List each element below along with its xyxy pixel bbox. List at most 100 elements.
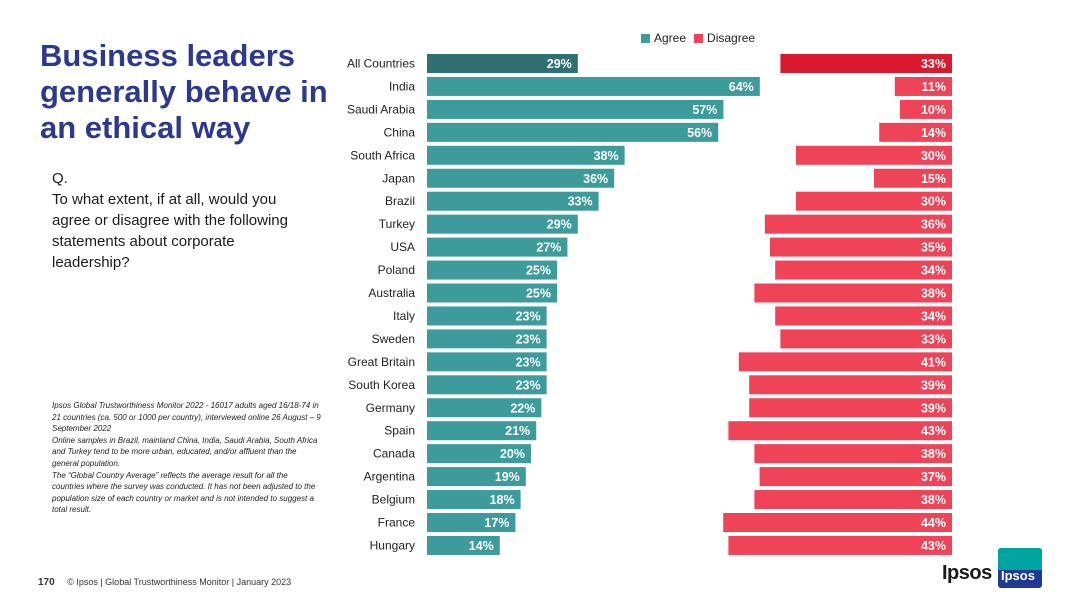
disagree-bar-china [879, 122, 952, 142]
category-label-australia: Australia [368, 286, 415, 300]
disagree-value-australia: 38% [921, 287, 946, 301]
disagree-value-hungary: 43% [921, 539, 946, 553]
agree-bar-italy [427, 306, 547, 326]
disagree-value-south-korea: 39% [921, 378, 946, 392]
disagree-value-poland: 34% [921, 264, 946, 278]
disagree-bar-poland [775, 260, 952, 280]
category-label-germany: Germany [366, 401, 415, 415]
agree-value-argentina: 19% [495, 470, 520, 484]
agree-bar-south-korea [427, 375, 547, 395]
disagree-bar-japan [874, 168, 952, 188]
agree-value-hungary: 14% [469, 539, 494, 553]
agree-value-all-countries: 29% [547, 57, 572, 71]
disagree-bar-hungary [728, 535, 952, 555]
agree-bar-australia [427, 283, 557, 303]
footer: 170 © Ipsos | Global Trustworthiness Mon… [38, 577, 291, 588]
disagree-value-saudi-arabia: 10% [921, 103, 946, 117]
category-label-india: India [389, 79, 415, 93]
agree-value-france: 17% [484, 516, 509, 530]
disagree-bar-south-africa [796, 145, 952, 165]
category-label-canada: Canada [373, 447, 415, 461]
disagree-value-canada: 38% [921, 447, 946, 461]
agree-bar-turkey [427, 214, 578, 234]
category-label-turkey: Turkey [379, 217, 415, 231]
agree-bar-all-countries [427, 54, 578, 73]
disagree-value-sweden: 33% [921, 332, 946, 346]
agree-value-saudi-arabia: 57% [692, 103, 717, 117]
disagree-value-south-africa: 30% [921, 149, 946, 163]
disagree-bar-spain [728, 421, 952, 441]
disagree-bar-south-korea [749, 375, 952, 395]
agree-bar-germany [427, 398, 542, 418]
legend-label-agree: Agree [654, 31, 687, 45]
chart-legend: Agree Disagree [641, 31, 763, 45]
category-label-japan: Japan [382, 171, 415, 185]
agree-value-italy: 23% [516, 309, 541, 323]
agree-bar-great-britain [427, 352, 547, 372]
agree-bar-japan [427, 168, 615, 188]
disagree-bar-sweden [780, 329, 952, 349]
logo-teal-band [998, 548, 1042, 570]
agree-value-south-africa: 38% [594, 149, 619, 163]
disagree-value-india: 11% [922, 80, 946, 94]
disagree-value-all-countries: 33% [921, 57, 946, 71]
agree-value-belgium: 18% [490, 493, 515, 507]
agree-bar-china [427, 122, 719, 142]
category-label-hungary: Hungary [370, 538, 415, 552]
agree-value-usa: 27% [536, 241, 561, 255]
agree-bar-hungary [427, 535, 500, 555]
disagree-value-china: 14% [921, 126, 946, 140]
disagree-value-great-britain: 41% [921, 355, 946, 369]
question-text: To what extent, if at all, would you agr… [52, 191, 288, 271]
agree-value-brazil: 33% [568, 195, 593, 209]
disagree-bar-france [723, 513, 952, 532]
agree-value-turkey: 29% [547, 218, 572, 232]
category-label-south-korea: South Korea [348, 378, 415, 392]
agree-value-germany: 22% [510, 401, 535, 415]
category-label-brazil: Brazil [385, 194, 415, 208]
disagree-value-belgium: 38% [921, 493, 946, 507]
agree-value-australia: 25% [526, 287, 551, 301]
agree-bar-usa [427, 237, 568, 257]
disagree-value-turkey: 36% [921, 218, 946, 232]
agree-bar-brazil [427, 191, 599, 211]
category-label-france: France [378, 516, 416, 530]
footer-copyright: © Ipsos | Global Trustworthiness Monitor… [67, 577, 292, 587]
legend-label-disagree: Disagree [707, 31, 756, 45]
agree-bar-sweden [427, 329, 547, 349]
disagree-value-usa: 35% [921, 241, 946, 255]
category-label-china: China [384, 125, 416, 139]
question-block: Q. To what extent, if at all, would you … [52, 168, 292, 273]
disagree-bar-great-britain [738, 352, 952, 372]
agree-value-canada: 20% [500, 447, 525, 461]
disagree-bar-canada [754, 444, 952, 464]
agree-bar-south-africa [427, 145, 625, 165]
legend-item-disagree: Disagree [694, 31, 755, 45]
question-label: Q. [52, 170, 68, 187]
note-sample: Ipsos Global Trustworthiness Monitor 202… [52, 401, 321, 434]
slide-title: Business leaders generally behave in an … [40, 38, 328, 145]
agree-bar-saudi-arabia [427, 99, 724, 119]
agree-value-india: 64% [729, 80, 754, 94]
disagree-value-japan: 15% [921, 172, 946, 186]
disagree-bar-italy [775, 306, 952, 326]
disagree-value-italy: 34% [921, 309, 946, 323]
disagree-value-germany: 39% [921, 401, 946, 415]
disagree-bar-germany [749, 398, 952, 418]
disagree-bar-belgium [754, 490, 952, 510]
category-label-poland: Poland [378, 263, 415, 277]
disagree-bar-usa [770, 237, 952, 257]
agree-bar-india [427, 76, 760, 96]
agree-value-great-britain: 23% [516, 355, 541, 369]
logo-badge-text: Ipsos [1001, 568, 1035, 583]
legend-item-agree: Agree [641, 31, 686, 45]
agree-bar-spain [427, 421, 537, 441]
category-label-belgium: Belgium [372, 493, 415, 507]
agree-value-poland: 25% [526, 264, 551, 278]
agree-value-japan: 36% [583, 172, 608, 186]
disagree-bar-all-countries [780, 54, 952, 73]
disagree-bar-saudi-arabia [900, 99, 952, 119]
category-label-saudi-arabia: Saudi Arabia [347, 102, 415, 116]
methodology-notes: Ipsos Global Trustworthiness Monitor 202… [52, 400, 322, 516]
